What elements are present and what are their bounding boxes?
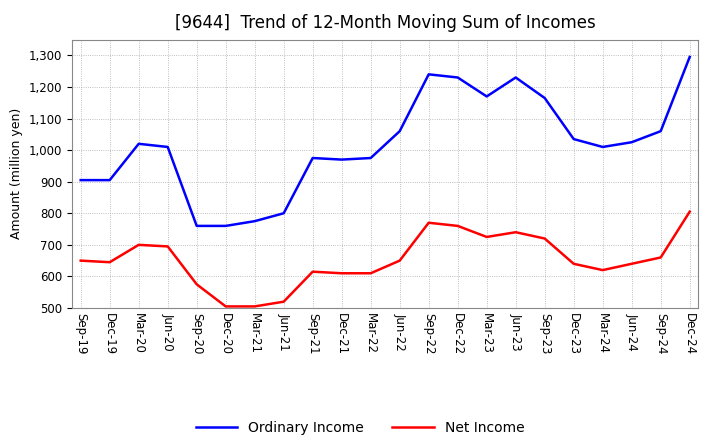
Ordinary Income <box>627 139 636 145</box>
Ordinary Income <box>338 157 346 162</box>
Net Income <box>482 235 491 240</box>
Net Income <box>366 271 375 276</box>
Ordinary Income <box>657 128 665 134</box>
Ordinary Income <box>192 223 201 228</box>
Net Income <box>105 260 114 265</box>
Ordinary Income <box>135 141 143 147</box>
Line: Net Income: Net Income <box>81 212 690 306</box>
Net Income <box>308 269 317 274</box>
Net Income <box>192 282 201 287</box>
Ordinary Income <box>279 211 288 216</box>
Ordinary Income <box>570 136 578 142</box>
Ordinary Income <box>76 177 85 183</box>
Ordinary Income <box>251 219 259 224</box>
Title: [9644]  Trend of 12-Month Moving Sum of Incomes: [9644] Trend of 12-Month Moving Sum of I… <box>175 15 595 33</box>
Ordinary Income <box>454 75 462 80</box>
Net Income <box>570 261 578 267</box>
Ordinary Income <box>366 155 375 161</box>
Net Income <box>454 223 462 228</box>
Net Income <box>163 244 172 249</box>
Net Income <box>395 258 404 263</box>
Net Income <box>685 209 694 214</box>
Net Income <box>279 299 288 304</box>
Ordinary Income <box>482 94 491 99</box>
Ordinary Income <box>395 128 404 134</box>
Net Income <box>511 230 520 235</box>
Ordinary Income <box>511 75 520 80</box>
Ordinary Income <box>541 95 549 101</box>
Net Income <box>598 268 607 273</box>
Line: Ordinary Income: Ordinary Income <box>81 57 690 226</box>
Net Income <box>76 258 85 263</box>
Ordinary Income <box>308 155 317 161</box>
Net Income <box>221 304 230 309</box>
Net Income <box>251 304 259 309</box>
Ordinary Income <box>163 144 172 150</box>
Ordinary Income <box>221 223 230 228</box>
Y-axis label: Amount (million yen): Amount (million yen) <box>10 108 23 239</box>
Ordinary Income <box>598 144 607 150</box>
Ordinary Income <box>685 54 694 59</box>
Ordinary Income <box>424 72 433 77</box>
Net Income <box>627 261 636 267</box>
Ordinary Income <box>105 177 114 183</box>
Net Income <box>135 242 143 247</box>
Legend: Ordinary Income, Net Income: Ordinary Income, Net Income <box>189 414 531 440</box>
Net Income <box>338 271 346 276</box>
Net Income <box>541 236 549 241</box>
Net Income <box>424 220 433 225</box>
Net Income <box>657 255 665 260</box>
